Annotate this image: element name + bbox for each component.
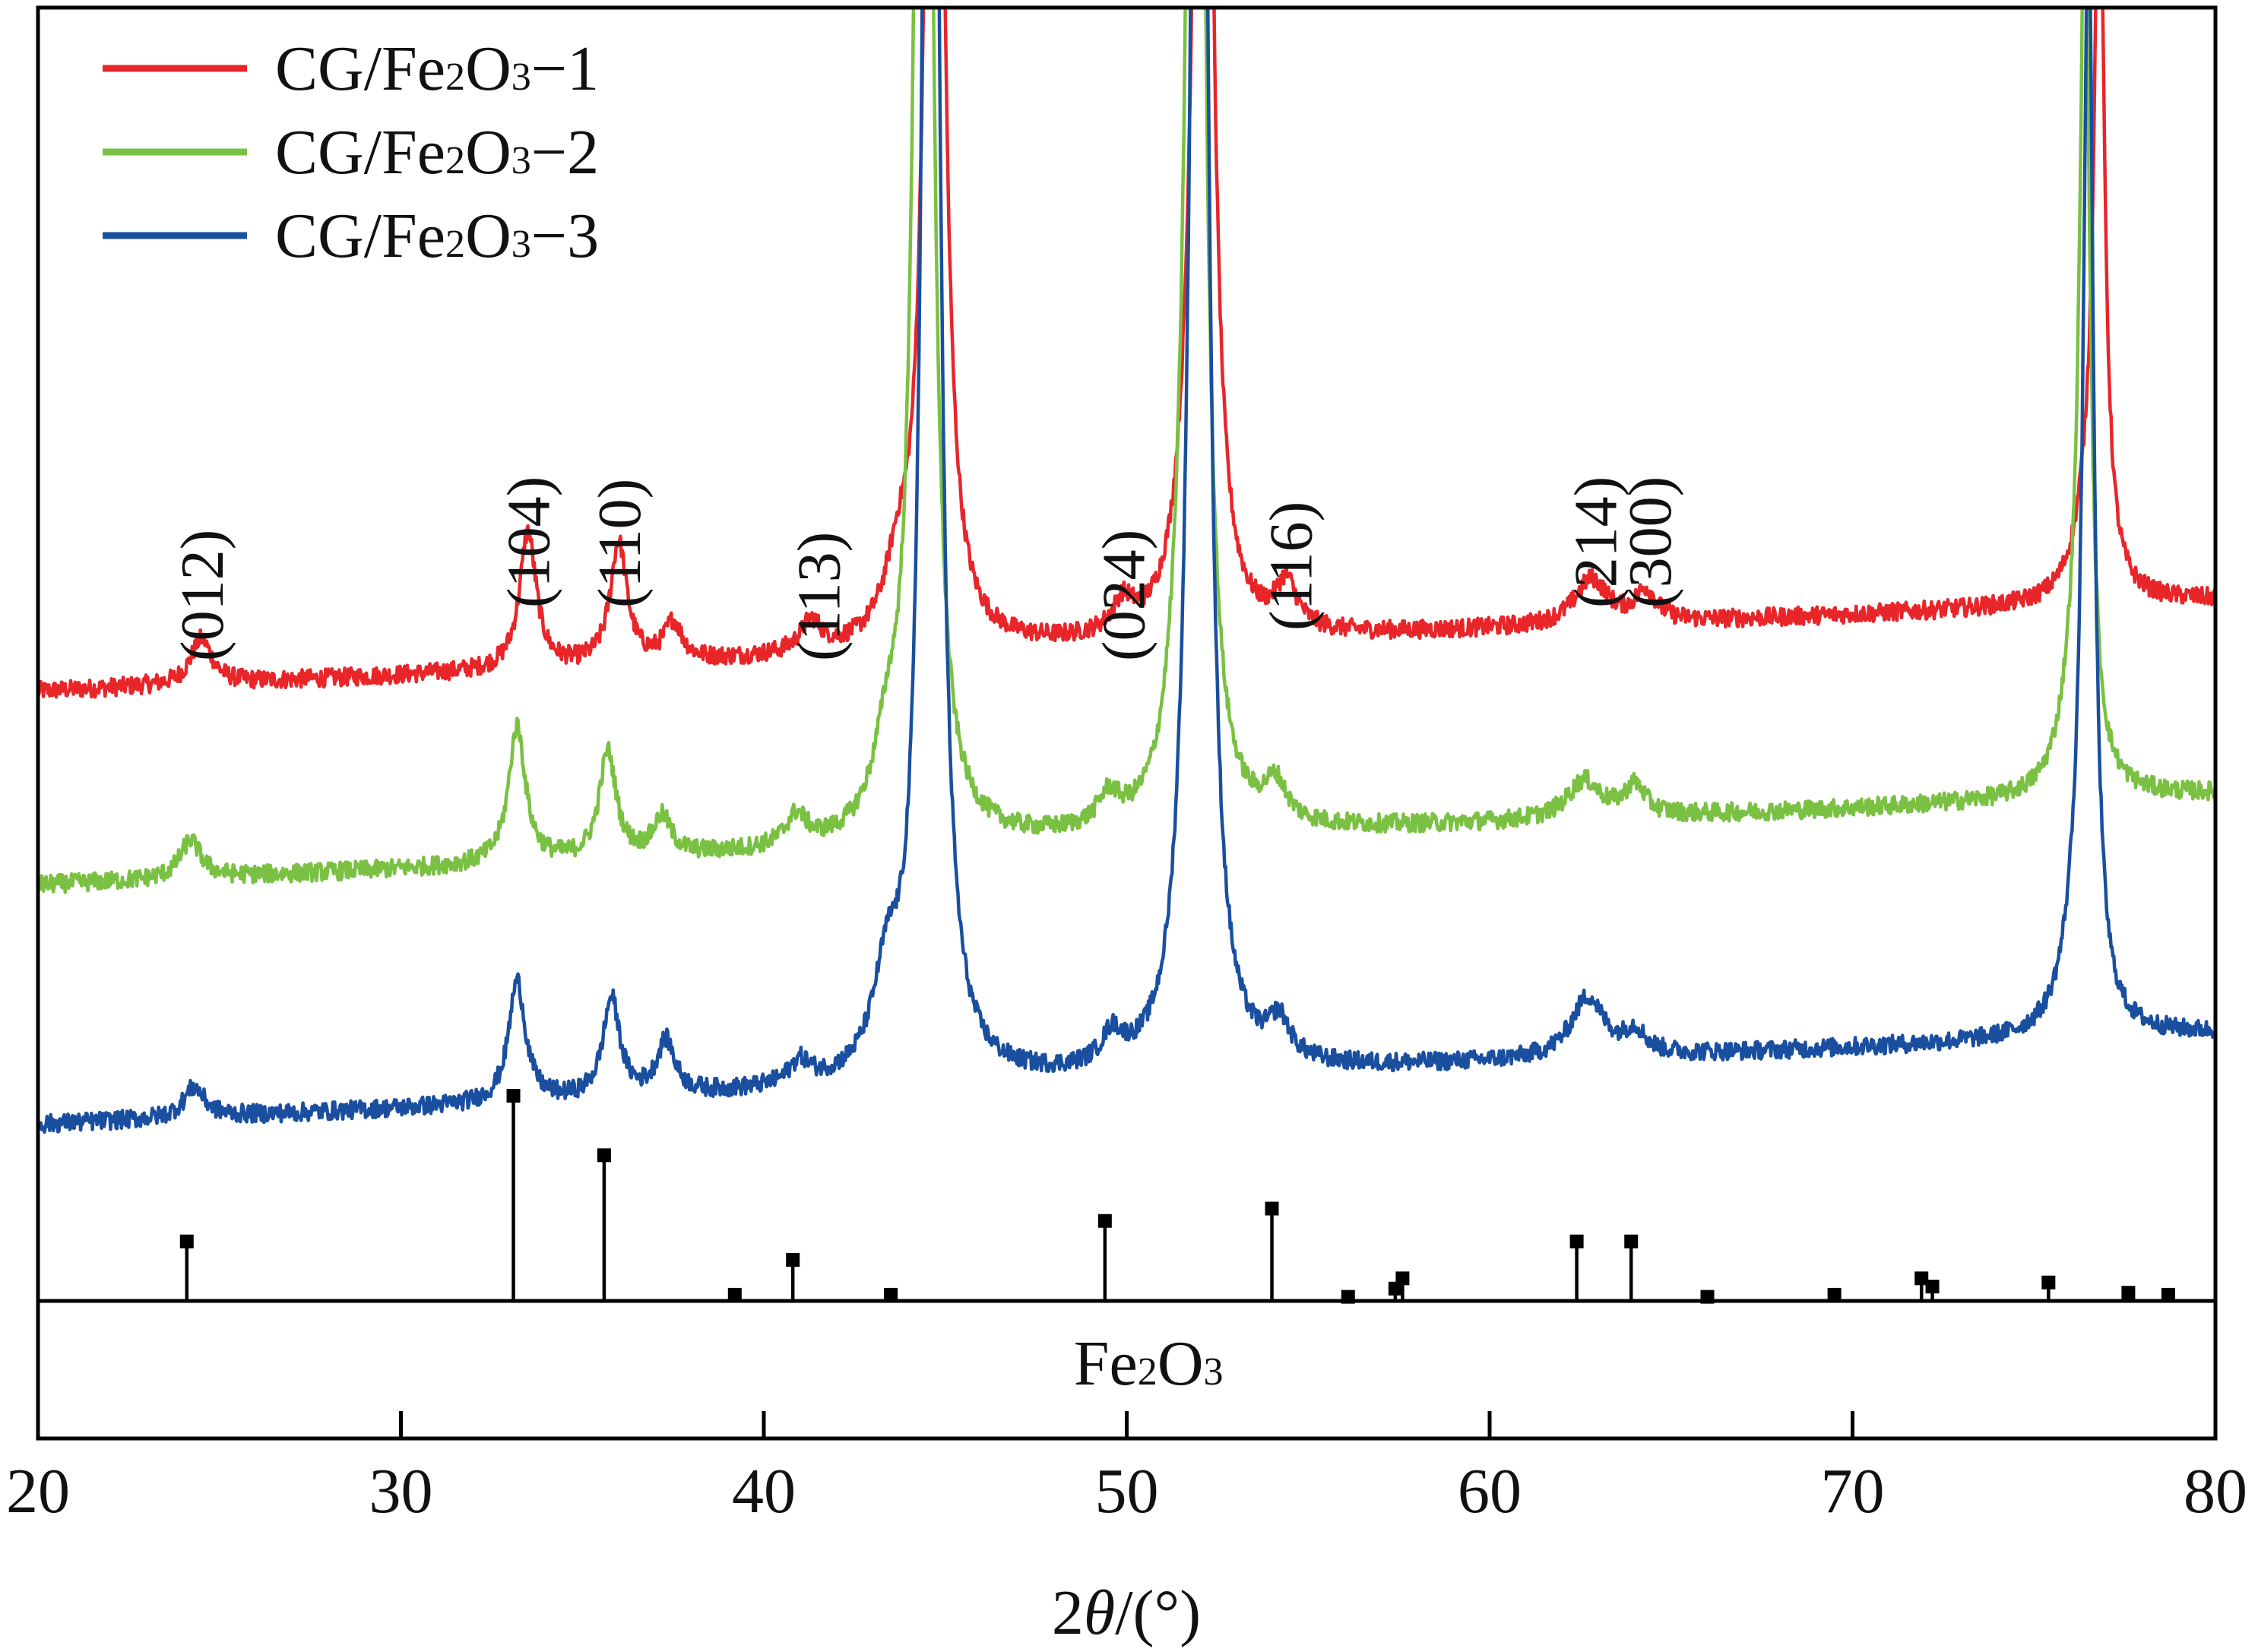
reference-stick	[1395, 1271, 1410, 1301]
legend-item: CG/Fe2O3−3	[103, 201, 599, 271]
legend-label: CG/Fe2O3−3	[275, 201, 599, 271]
hkl-label: (110)	[587, 479, 654, 608]
reference-stick	[2121, 1286, 2136, 1301]
reference-stick	[597, 1148, 611, 1301]
x-axis-title: 2θ/(°)	[1052, 1578, 1201, 1648]
hkl-label: (300)	[1617, 476, 1684, 608]
x-axis-ticks: 20 30 40 50 60 70 80	[6, 1411, 2247, 1527]
series-line	[38, 8, 2215, 1135]
reference-label: Fe2O3	[1074, 1328, 1224, 1399]
reference-stick	[1925, 1280, 1940, 1301]
reference-pattern: Fe2O3	[179, 1089, 2175, 1399]
legend-item: CG/Fe2O3−1	[103, 33, 599, 104]
hkl-label: (113)	[787, 532, 853, 661]
legend: CG/Fe2O3−1 CG/Fe2O3−2 CG/Fe2O3−3	[103, 33, 599, 271]
hkl-labels: (012) (104) (110) (113) (024) (116) (214)(300)	[169, 476, 1684, 661]
reference-stick	[1624, 1234, 1639, 1301]
series-3	[38, 8, 2215, 1135]
series-1	[38, 8, 2215, 699]
pattern-traces	[38, 8, 2215, 1135]
x-tick-label: 50	[1095, 1456, 1159, 1527]
x-tick-label: 20	[6, 1456, 70, 1527]
series-line	[38, 8, 2215, 699]
x-tick-label: 80	[2184, 1456, 2247, 1527]
hkl-label: (024)	[1091, 530, 1158, 661]
legend-label: CG/Fe2O3−1	[275, 33, 599, 104]
reference-stick	[1914, 1271, 1929, 1301]
reference-stick	[2041, 1275, 2056, 1301]
legend-label: CG/Fe2O3−2	[275, 117, 599, 188]
reference-stick	[506, 1089, 521, 1301]
legend-item: CG/Fe2O3−2	[103, 117, 599, 188]
series-line	[38, 8, 2215, 894]
reference-stick	[786, 1253, 800, 1301]
x-tick-label: 70	[1821, 1456, 1885, 1527]
x-tick-label: 60	[1458, 1456, 1522, 1527]
x-tick-label: 40	[732, 1456, 796, 1527]
hkl-label: (104)	[496, 476, 563, 608]
series-2	[38, 8, 2215, 894]
hkl-label: (012)	[169, 530, 236, 661]
reference-stick	[179, 1234, 194, 1301]
reference-stick	[1265, 1201, 1279, 1301]
reference-stick	[1569, 1234, 1584, 1301]
reference-stick	[1097, 1214, 1112, 1301]
hkl-label: (116)	[1258, 502, 1325, 631]
x-tick-label: 30	[369, 1456, 433, 1527]
hkl-label: (214)	[1563, 476, 1629, 608]
